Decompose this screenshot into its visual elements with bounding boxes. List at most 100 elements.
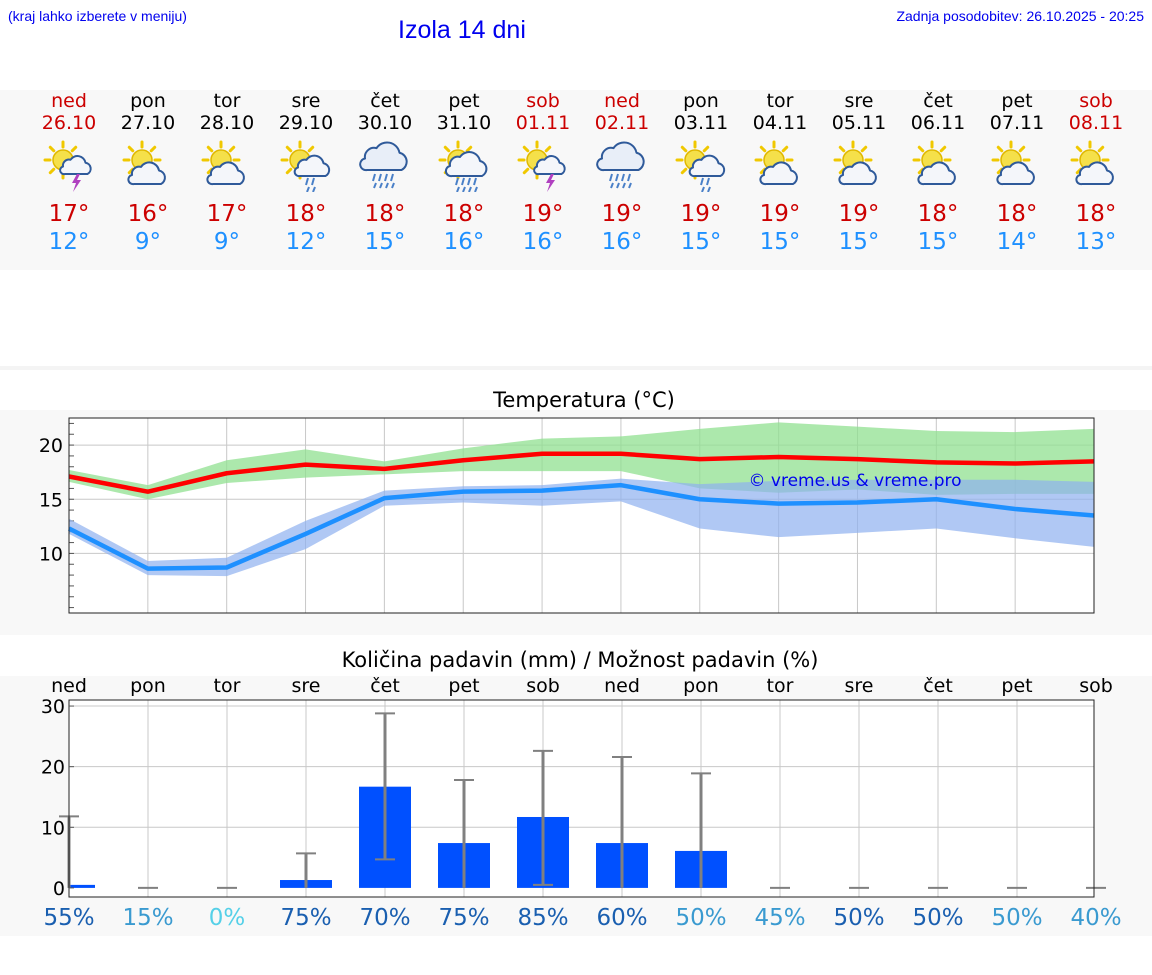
sun-cloud-thunder-icon bbox=[43, 140, 92, 192]
day-name: ned bbox=[604, 90, 640, 112]
sun-cloud-icon bbox=[912, 140, 956, 186]
sun-cloud-rain-icon bbox=[280, 140, 331, 192]
min-temp: 16° bbox=[522, 229, 564, 255]
sun-cloud-heavy-rain-icon bbox=[438, 140, 488, 192]
min-temp: 9° bbox=[213, 229, 241, 255]
min-temp: 16° bbox=[443, 229, 485, 255]
day-date: 01.11 bbox=[515, 112, 571, 134]
max-temp: 18° bbox=[364, 201, 406, 227]
precip-probability: 50% bbox=[675, 905, 727, 931]
forecast-strip bbox=[0, 90, 1152, 270]
precip-probability: 55% bbox=[43, 905, 95, 931]
y-tick-label: 20 bbox=[41, 757, 65, 779]
precip-probability: 85% bbox=[517, 905, 569, 931]
y-tick-label: 0 bbox=[53, 878, 65, 900]
y-tick-label: 20 bbox=[39, 435, 63, 457]
forecast-day: sre 05.11 19° 15° bbox=[819, 90, 899, 256]
min-temp: 15° bbox=[838, 229, 880, 255]
day-date: 08.11 bbox=[1068, 112, 1124, 134]
max-temp: 19° bbox=[838, 201, 880, 227]
min-temp: 16° bbox=[601, 229, 643, 255]
forecast-day: ned 02.11 19° 16° bbox=[582, 90, 662, 256]
min-temp: 14° bbox=[996, 229, 1038, 255]
sun-cloud-icon bbox=[991, 140, 1035, 186]
sun-cloud-icon bbox=[122, 140, 166, 186]
divider bbox=[0, 366, 1152, 370]
category-label: sob bbox=[526, 675, 560, 697]
min-temp: 15° bbox=[759, 229, 801, 255]
precip-plot-frame bbox=[68, 699, 1095, 898]
min-temp: 15° bbox=[680, 229, 722, 255]
sun-cloud-icon bbox=[201, 140, 245, 186]
max-temp: 18° bbox=[443, 201, 485, 227]
precip-probability: 15% bbox=[122, 905, 174, 931]
max-temp: 18° bbox=[285, 201, 327, 227]
category-label: ned bbox=[604, 675, 640, 697]
max-temp: 18° bbox=[917, 201, 959, 227]
temperature-chart: © vreme.us & vreme.pro 10 15 20 bbox=[39, 417, 1095, 614]
category-label: tor bbox=[214, 675, 241, 697]
day-name: pet bbox=[1001, 90, 1033, 112]
precip-probability: 60% bbox=[596, 905, 648, 931]
last-updated: Zadnja posodobitev: 26.10.2025 - 20:25 bbox=[896, 8, 1144, 24]
precip-probability: 45% bbox=[754, 905, 806, 931]
day-name: tor bbox=[766, 90, 794, 112]
max-temp: 18° bbox=[1075, 201, 1117, 227]
day-date: 02.11 bbox=[594, 112, 650, 134]
forecast-day: pon 27.10 16° 9° bbox=[108, 90, 188, 256]
day-date: 06.11 bbox=[910, 112, 966, 134]
location-menu-hint[interactable]: (kraj lahko izberete v meniju) bbox=[8, 8, 187, 24]
forecast-day: tor 04.11 19° 15° bbox=[740, 90, 820, 256]
chart-watermark: © vreme.us & vreme.pro bbox=[748, 471, 961, 491]
max-temp: 19° bbox=[522, 201, 564, 227]
forecast-day: sob 08.11 18° 13° bbox=[1056, 90, 1136, 256]
precip-probability: 75% bbox=[438, 905, 490, 931]
precipitation-chart: ned pon tor sre čet pet sob ned pon tor sre čet pet s… bbox=[41, 675, 1113, 900]
max-temp: 18° bbox=[996, 201, 1038, 227]
category-label: ned bbox=[51, 675, 87, 697]
max-temp: 19° bbox=[759, 201, 801, 227]
forecast-day: pet 31.10 18° 16° bbox=[424, 90, 504, 256]
precipitation-chart-title: Količina padavin (mm) / Možnost padavin … bbox=[341, 648, 819, 672]
max-temp: 19° bbox=[680, 201, 722, 227]
precip-probability: 50% bbox=[912, 905, 964, 931]
precip-probability: 50% bbox=[991, 905, 1043, 931]
category-label: čet bbox=[370, 675, 400, 697]
sun-cloud-rain-icon bbox=[675, 140, 726, 192]
category-label: pet bbox=[448, 675, 479, 697]
day-name: tor bbox=[213, 90, 241, 112]
cloud-heavy-rain-icon bbox=[596, 141, 645, 189]
day-date: 04.11 bbox=[752, 112, 808, 134]
precip-probability: 40% bbox=[1070, 905, 1122, 931]
day-date: 28.10 bbox=[199, 112, 255, 134]
day-date: 27.10 bbox=[120, 112, 176, 134]
precip-probability: 75% bbox=[280, 905, 332, 931]
forecast-day: sob 01.11 19° 16° bbox=[503, 90, 583, 256]
sun-cloud-thunder-icon bbox=[517, 140, 566, 192]
day-name: čet bbox=[370, 90, 400, 112]
sun-cloud-icon bbox=[833, 140, 877, 186]
day-name: pet bbox=[448, 90, 480, 112]
precip-probability: 0% bbox=[208, 905, 246, 931]
category-label: sre bbox=[292, 675, 321, 697]
forecast-day: tor 28.10 17° 9° bbox=[187, 90, 267, 256]
day-date: 29.10 bbox=[278, 112, 334, 134]
forecast-day: čet 06.11 18° 15° bbox=[898, 90, 978, 256]
precip-plot-area bbox=[69, 700, 1094, 897]
max-temp: 17° bbox=[48, 201, 90, 227]
max-temp: 17° bbox=[206, 201, 248, 227]
min-temp-line bbox=[67, 482, 1095, 571]
day-name: čet bbox=[923, 90, 953, 112]
y-tick-label: 10 bbox=[39, 543, 63, 565]
category-label: čet bbox=[923, 675, 953, 697]
y-tick-label: 10 bbox=[41, 817, 65, 839]
temperature-chart-title: Temperatura (°C) bbox=[493, 388, 675, 412]
category-label: pon bbox=[683, 675, 719, 697]
forecast-day: sre 29.10 18° 12° bbox=[266, 90, 346, 256]
precip-probability: 70% bbox=[359, 905, 411, 931]
sun-cloud-icon bbox=[1070, 140, 1114, 186]
day-name: pon bbox=[130, 90, 166, 112]
day-date: 31.10 bbox=[436, 112, 492, 134]
max-temp: 16° bbox=[127, 201, 169, 227]
day-date: 07.11 bbox=[989, 112, 1045, 134]
